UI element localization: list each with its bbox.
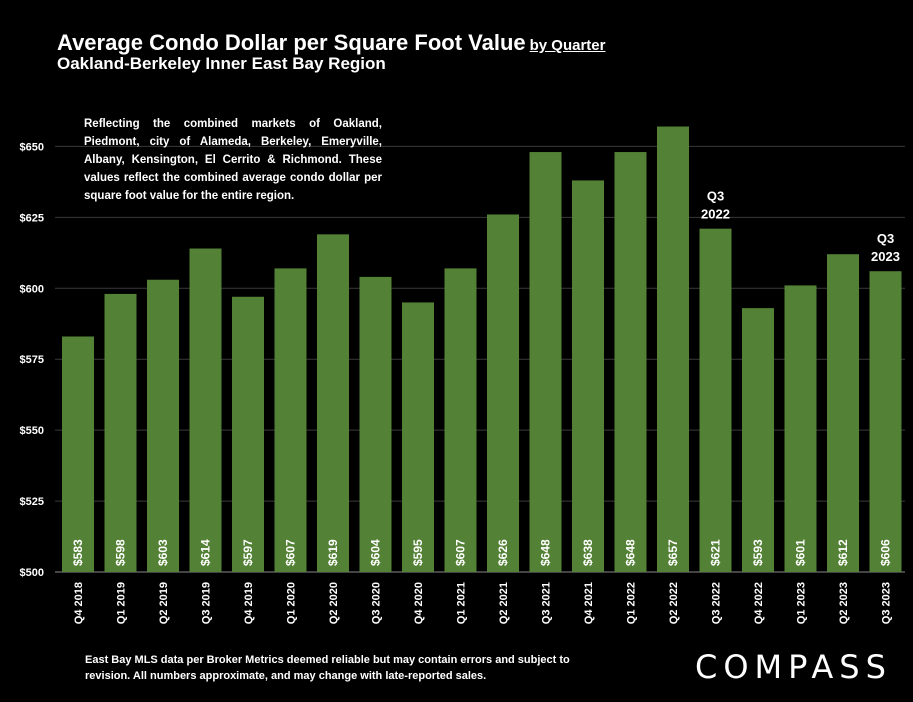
- bar: [487, 214, 519, 572]
- x-tick-label: Q3 2020: [371, 582, 383, 624]
- bar-chart: $500 $525 $550 $575 $600 $625 $650 $583 Q4 2018 $…: [20, 126, 905, 624]
- x-tick-label: Q4 2018: [73, 582, 85, 624]
- x-tick-label: Q2 2022: [668, 582, 680, 624]
- annotation-label: 2023: [871, 249, 900, 264]
- compass-logo: COMPASS: [695, 648, 892, 686]
- y-tick-label: $525: [20, 496, 44, 508]
- bar: [147, 279, 179, 572]
- bar: [869, 271, 902, 572]
- data-label: $648: [624, 539, 638, 566]
- data-label: $597: [241, 539, 255, 566]
- data-label: $626: [496, 539, 510, 566]
- chart-title: Average Condo Dollar per Square Foot Val…: [57, 30, 605, 56]
- chart-note: Reflecting the combined markets of Oakla…: [84, 118, 382, 202]
- x-tick-label: Q4 2022: [753, 582, 765, 624]
- data-label: $614: [199, 539, 213, 566]
- x-tick-label: Q3 2019: [201, 582, 213, 624]
- y-tick-label: $500: [20, 567, 44, 579]
- data-label: $607: [454, 539, 468, 566]
- data-label: $657: [666, 539, 680, 566]
- chart-subtitle: Oakland-Berkeley Inner East Bay Region: [57, 54, 386, 73]
- x-tick-label: Q4 2019: [243, 582, 255, 624]
- annotation-label: 2022: [701, 207, 730, 222]
- title-main: Average Condo Dollar per Square Foot Val…: [57, 30, 526, 55]
- bar: [529, 152, 562, 573]
- data-label: $601: [794, 539, 808, 566]
- data-label: $583: [71, 539, 85, 566]
- x-tick-label: Q1 2023: [796, 582, 808, 624]
- x-tick-label: Q1 2021: [456, 582, 468, 624]
- x-tick-label: Q1 2020: [286, 582, 298, 624]
- data-label: $603: [156, 539, 170, 566]
- y-tick-label: $625: [20, 212, 44, 224]
- y-tick-label: $650: [20, 141, 44, 153]
- data-label: $638: [581, 539, 595, 566]
- x-tick-label: Q4 2021: [583, 582, 595, 624]
- data-label: $595: [411, 539, 425, 566]
- data-label: $621: [709, 539, 723, 566]
- annotation-label: Q3: [877, 231, 894, 246]
- x-tick-label: Q3 2021: [541, 582, 553, 624]
- data-label: $607: [284, 539, 298, 566]
- x-tick-label: Q4 2020: [413, 582, 425, 624]
- x-tick-label: Q2 2020: [328, 582, 340, 624]
- bar: [614, 152, 647, 573]
- y-tick-label: $600: [20, 283, 44, 295]
- x-tick-label: Q2 2023: [838, 582, 850, 624]
- data-label: $612: [836, 539, 850, 566]
- data-label: $604: [369, 539, 383, 566]
- y-tick-label: $575: [20, 354, 44, 366]
- x-tick-label: Q3 2022: [711, 582, 723, 624]
- bar: [317, 234, 349, 572]
- x-tick-label: Q2 2021: [498, 582, 510, 624]
- bar: [62, 336, 94, 572]
- data-label: $606: [879, 539, 893, 566]
- bar: [444, 268, 477, 572]
- bar: [232, 296, 264, 572]
- bar: [359, 276, 392, 572]
- data-label: $593: [751, 539, 765, 566]
- x-tick-label: Q1 2019: [116, 582, 128, 624]
- data-label: $598: [114, 539, 128, 566]
- y-tick-label: $550: [20, 425, 44, 437]
- bar: [699, 228, 732, 572]
- bar: [402, 302, 434, 572]
- annotation-label: Q3: [707, 189, 724, 204]
- bar: [274, 268, 307, 572]
- data-label: $619: [326, 539, 340, 566]
- bar: [784, 285, 817, 572]
- x-tick-label: Q1 2022: [626, 582, 638, 624]
- bar: [104, 293, 137, 572]
- data-label: $648: [539, 539, 553, 566]
- x-tick-label: Q3 2023: [881, 582, 893, 624]
- footer-disclaimer: East Bay MLS data per Broker Metrics dee…: [85, 654, 570, 682]
- bar: [189, 248, 222, 572]
- bar: [657, 126, 689, 572]
- bar: [827, 254, 859, 572]
- bar: [572, 180, 604, 573]
- title-suffix: by Quarter: [529, 37, 606, 54]
- x-tick-label: Q2 2019: [158, 582, 170, 624]
- bar: [742, 308, 774, 572]
